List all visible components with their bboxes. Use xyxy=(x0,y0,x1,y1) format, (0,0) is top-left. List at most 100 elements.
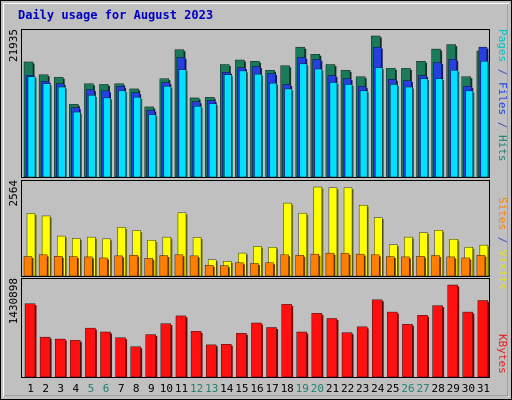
visits-sites-bar-day-3 xyxy=(53,256,63,277)
kbytes-kbytes-bar-day-14 xyxy=(221,344,232,378)
hits-pages-bar-day-14 xyxy=(224,74,232,178)
visits-sites-bar-day-30 xyxy=(461,257,471,277)
x-tick-label-day-1: 1 xyxy=(27,382,34,395)
x-tick-label-day-31: 31 xyxy=(477,382,490,395)
hits-pages-bar-day-5 xyxy=(88,95,96,178)
visits-sites-bar-day-25 xyxy=(386,256,395,277)
x-tick-label-day-14: 14 xyxy=(220,382,234,395)
hits-pages-bar-day-1 xyxy=(27,76,36,178)
x-tick-label-day-30: 30 xyxy=(462,382,475,395)
kbytes-kbytes-bar-day-31 xyxy=(477,300,489,378)
hits-pages-bar-day-15 xyxy=(239,70,247,178)
visits-sites-bar-day-14 xyxy=(220,265,229,277)
hits-pages-bar-day-23 xyxy=(359,90,368,178)
visits-sites-bar-day-31 xyxy=(476,254,486,277)
hits-legend-part-0: Pages xyxy=(496,29,509,62)
visits-ymax-label: 2564 xyxy=(7,180,20,207)
hits-legend-part-4: Hits xyxy=(496,135,509,162)
visits-sites-bar-day-22 xyxy=(340,253,350,277)
hits-pages-bar-day-30 xyxy=(465,90,474,178)
hits-pages-bar-day-11 xyxy=(178,69,187,178)
hits-right-legend: Pages / Files / Hits xyxy=(496,29,509,162)
x-tick-label-day-4: 4 xyxy=(73,382,80,395)
x-tick-label-day-7: 7 xyxy=(118,382,125,395)
x-tick-label-day-23: 23 xyxy=(356,382,369,395)
x-tick-label-day-27: 27 xyxy=(416,382,429,395)
kbytes-kbytes-bar-day-9 xyxy=(145,334,156,378)
kbytes-legend-part-0: KBytes xyxy=(496,334,509,374)
visits-legend-part-0: Sites xyxy=(496,197,509,230)
kbytes-kbytes-bar-day-10 xyxy=(160,323,172,378)
x-tick-label-day-9: 9 xyxy=(148,382,155,395)
kbytes-kbytes-bar-day-17 xyxy=(266,327,277,378)
hits-pages-bar-day-17 xyxy=(269,82,277,178)
hits-ymax-label: 21935 xyxy=(7,29,20,62)
hits-pages-bar-day-27 xyxy=(420,78,428,178)
hits-pages-bar-day-16 xyxy=(254,73,262,178)
hits-pages-bar-day-21 xyxy=(329,82,338,178)
hits-pages-bar-day-31 xyxy=(480,61,489,178)
visits-sites-bar-day-15 xyxy=(235,262,244,277)
hits-pages-bar-day-18 xyxy=(284,88,292,178)
visits-sites-bar-day-26 xyxy=(401,256,410,277)
kbytes-kbytes-bar-day-12 xyxy=(190,331,202,378)
x-tick-label-day-5: 5 xyxy=(88,382,95,395)
kbytes-kbytes-bar-day-13 xyxy=(205,344,217,378)
hits-pages-bar-day-22 xyxy=(344,84,353,178)
hits-pages-bar-day-25 xyxy=(390,84,398,178)
hits-pages-bar-day-2 xyxy=(42,83,51,178)
hits-bars xyxy=(23,35,490,178)
visits-sites-bar-day-13 xyxy=(204,265,214,277)
visits-sites-bar-day-9 xyxy=(144,258,153,277)
hits-pages-bar-day-13 xyxy=(208,103,217,178)
visits-legend-part-2: Visits xyxy=(496,250,509,290)
kbytes-kbytes-bar-day-2 xyxy=(39,336,51,378)
kbytes-right-legend: KBytes xyxy=(496,334,509,374)
x-tick-label-day-2: 2 xyxy=(42,382,49,395)
hits-pages-bar-day-9 xyxy=(148,114,156,178)
visits-sites-bar-day-29 xyxy=(446,256,455,277)
kbytes-kbytes-bar-day-16 xyxy=(251,322,262,378)
visits-bars xyxy=(23,186,490,277)
visits-sites-bar-day-2 xyxy=(38,254,48,277)
kbytes-kbytes-bar-day-15 xyxy=(236,333,247,378)
visits-sites-bar-day-11 xyxy=(174,254,184,277)
visits-sites-bar-day-6 xyxy=(99,257,108,277)
kbytes-ymax-label: 1430898 xyxy=(7,278,20,324)
visits-panel: 2564 Sites / Visits xyxy=(7,180,509,290)
hits-pages-bar-day-10 xyxy=(163,86,172,178)
visits-sites-bar-day-28 xyxy=(431,255,440,277)
x-tick-label-day-3: 3 xyxy=(57,382,64,395)
x-tick-label-day-22: 22 xyxy=(341,382,354,395)
kbytes-kbytes-bar-day-20 xyxy=(311,313,323,378)
x-tick-label-day-24: 24 xyxy=(371,382,385,395)
hits-pages-bar-day-24 xyxy=(375,67,383,178)
kbytes-kbytes-bar-day-6 xyxy=(100,331,111,378)
x-tick-label-day-6: 6 xyxy=(103,382,110,395)
visits-sites-bar-day-21 xyxy=(325,252,335,277)
visits-sites-bar-day-24 xyxy=(371,254,380,277)
x-tick-label-day-29: 29 xyxy=(447,382,460,395)
x-axis-day-labels: 1 2 3 4 5 6 7 8 9 10 11 12 13 14 15 16 17 18 19 20 21 22 23 24 2… xyxy=(27,382,490,395)
x-tick-label-day-11: 11 xyxy=(175,382,188,395)
kbytes-kbytes-bar-day-25 xyxy=(387,311,398,378)
visits-sites-bar-day-10 xyxy=(159,255,169,277)
kbytes-panel: 1430898 KBytes xyxy=(7,278,509,378)
x-tick-label-day-15: 15 xyxy=(235,382,248,395)
kbytes-kbytes-bar-day-7 xyxy=(115,337,126,378)
chart-title: Daily usage for August 2023 xyxy=(18,8,213,22)
hits-pages-bar-day-4 xyxy=(73,111,81,178)
kbytes-kbytes-bar-day-1 xyxy=(24,303,36,378)
visits-sites-bar-day-8 xyxy=(129,254,138,277)
kbytes-kbytes-bar-day-4 xyxy=(70,340,81,378)
hits-pages-bar-day-19 xyxy=(299,63,307,178)
visits-sites-bar-day-12 xyxy=(189,255,199,277)
hits-legend-part-3: / xyxy=(496,115,509,135)
kbytes-kbytes-bar-day-28 xyxy=(432,305,443,378)
x-tick-label-day-16: 16 xyxy=(250,382,263,395)
hits-pages-bar-day-7 xyxy=(118,90,126,178)
x-tick-label-day-28: 28 xyxy=(432,382,445,395)
x-tick-label-day-20: 20 xyxy=(311,382,324,395)
visits-sites-bar-day-27 xyxy=(416,256,425,277)
hits-pages-bar-day-12 xyxy=(193,106,202,178)
